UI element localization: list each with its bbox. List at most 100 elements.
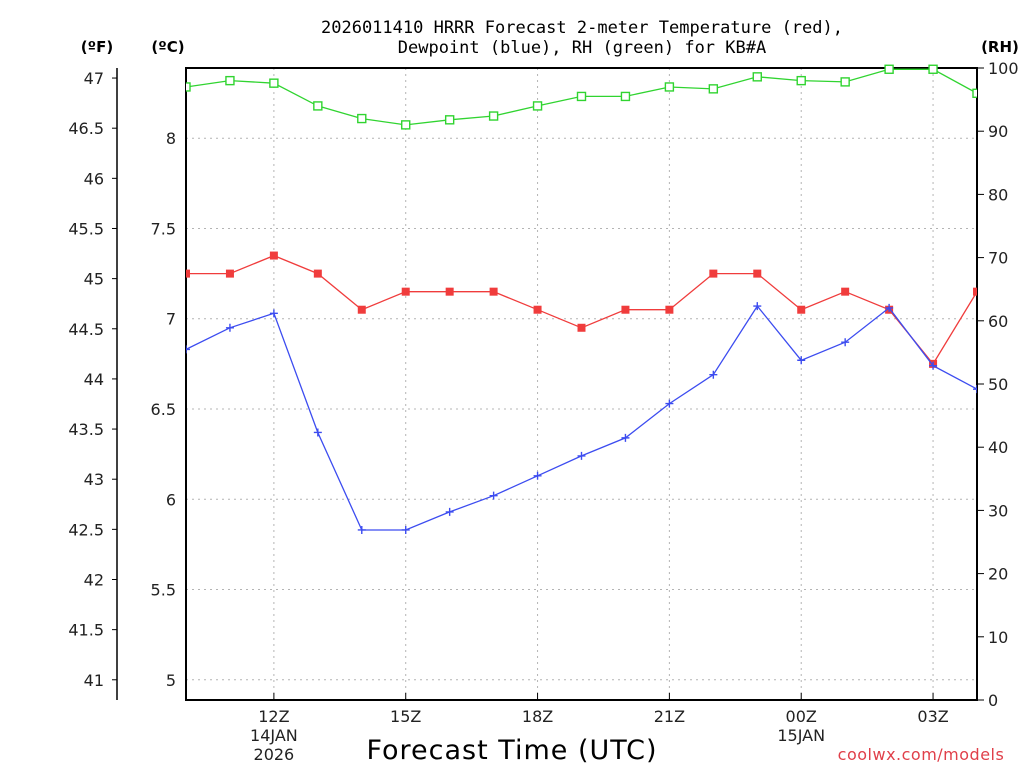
rh-tick-label: 80 — [988, 185, 1008, 204]
rh-point — [225, 75, 235, 86]
rh-point — [884, 64, 894, 74]
time-tick-label: 12Z — [258, 707, 289, 726]
temperature-point — [269, 251, 278, 260]
dewpoint-point — [841, 338, 850, 347]
dewpoint-point — [885, 303, 894, 312]
celsius-tick-label: 5.5 — [151, 581, 176, 600]
temperature-point — [445, 287, 454, 296]
dewpoint-point — [269, 309, 278, 318]
fahrenheit-tick-label: 46 — [84, 169, 104, 188]
rh-tick-label: 60 — [988, 312, 1008, 331]
temperature-point — [665, 305, 674, 314]
rh-point — [269, 78, 279, 88]
rh-point — [313, 101, 323, 111]
temperature-point — [797, 305, 806, 314]
year-label: 2026 — [254, 745, 295, 764]
fahrenheit-unit-label: (ºF) — [81, 38, 113, 56]
celsius-tick-label: 6.5 — [151, 400, 176, 419]
temperature-point — [753, 269, 762, 278]
fahrenheit-tick-label: 47 — [84, 69, 104, 88]
temperature-point — [709, 269, 718, 278]
time-tick-label: 21Z — [654, 707, 685, 726]
chart-title-line2: Dewpoint (blue), RH (green) for KB#A — [398, 38, 766, 58]
rh-point — [708, 84, 719, 94]
series-clip-group — [186, 64, 977, 534]
rh-tick-label: 50 — [988, 375, 1008, 394]
temperature-point — [401, 287, 410, 296]
date-label: 15JAN — [777, 726, 825, 745]
temperature-point — [577, 323, 586, 332]
rh-point — [401, 120, 411, 130]
dewpoint-point — [401, 525, 410, 534]
rh-point — [532, 101, 543, 111]
data-series — [186, 64, 977, 534]
fahrenheit-tick-label: 43 — [84, 470, 104, 489]
time-tick-label: 15Z — [390, 707, 421, 726]
dewpoint-point — [313, 428, 322, 437]
time-tick-label: 03Z — [917, 707, 948, 726]
dewpoint-point — [445, 507, 454, 516]
chart-title-line1: 2026011410 HRRR Forecast 2-meter Tempera… — [321, 18, 843, 38]
rh-point — [928, 64, 938, 74]
fahrenheit-axis-ticks: 41 41.5 42 42.5 43 43.5 44 44.5 45 45.5 46 46.5 47 — [68, 69, 117, 690]
temperature-point — [841, 287, 850, 296]
dewpoint-point — [797, 356, 806, 365]
temperature-point — [225, 269, 234, 278]
rh-tick-label: 40 — [988, 438, 1008, 457]
fahrenheit-tick-label: 44 — [84, 370, 104, 389]
temperature-point — [357, 305, 366, 314]
fahrenheit-tick-label: 45.5 — [68, 219, 104, 238]
date-label: 14JAN — [250, 726, 298, 745]
rh-axis-ticks: 0 10 20 30 40 50 60 70 80 90 100 — [977, 59, 1019, 710]
dewpoint-point — [929, 361, 938, 370]
fahrenheit-tick-label: 42.5 — [68, 520, 104, 539]
fahrenheit-tick-label: 44.5 — [68, 320, 104, 339]
rh-tick-label: 10 — [988, 628, 1008, 647]
dewpoint-point — [225, 323, 234, 332]
dewpoint-point — [357, 525, 366, 534]
rh-unit-label: (RH) — [981, 38, 1019, 56]
x-axis-title: Forecast Time (UTC) — [366, 735, 657, 766]
fahrenheit-tick-label: 45 — [84, 270, 104, 289]
dewpoint-point — [533, 471, 542, 480]
rh-point — [972, 88, 977, 98]
celsius-tick-label: 5 — [166, 671, 176, 690]
dewpoint-point — [621, 433, 630, 442]
rh-point — [752, 72, 762, 82]
rh-tick-label: 20 — [988, 565, 1008, 584]
temperature-point — [186, 269, 190, 278]
celsius-tick-label: 7 — [166, 310, 176, 329]
dewpoint-point — [665, 399, 674, 408]
temperature-point — [313, 269, 322, 278]
dewpoint-point — [973, 385, 977, 394]
rh-point — [186, 82, 191, 92]
dewpoint-point — [489, 491, 498, 500]
rh-tick-label: 100 — [988, 59, 1019, 78]
celsius-unit-label: (ºC) — [151, 38, 184, 56]
rh-point — [444, 115, 455, 125]
rh-point — [357, 113, 367, 124]
celsius-tick-label: 7.5 — [151, 219, 176, 238]
dewpoint-point — [709, 370, 718, 379]
rh-point — [576, 91, 587, 102]
rh-point — [620, 91, 631, 102]
temperature-point — [533, 305, 542, 314]
temperature-point — [489, 287, 498, 296]
rh-point — [840, 77, 850, 87]
dewpoint-point — [753, 302, 762, 311]
dewpoint-point — [186, 345, 190, 354]
time-tick-label: 18Z — [522, 707, 553, 726]
celsius-tick-label: 6 — [166, 490, 176, 509]
time-tick-label: 00Z — [786, 707, 817, 726]
rh-tick-label: 0 — [988, 691, 998, 710]
rh-tick-label: 70 — [988, 249, 1008, 268]
temperature-point — [973, 287, 977, 296]
dewpoint-point — [577, 451, 586, 460]
celsius-axis-ticks: 5 5.5 6 6.5 7 7.5 8 — [151, 129, 176, 690]
credit-label: coolwx.com/models — [838, 745, 1005, 764]
rh-point — [796, 75, 806, 86]
fahrenheit-tick-label: 41.5 — [68, 621, 104, 640]
fahrenheit-tick-label: 42 — [84, 570, 104, 589]
